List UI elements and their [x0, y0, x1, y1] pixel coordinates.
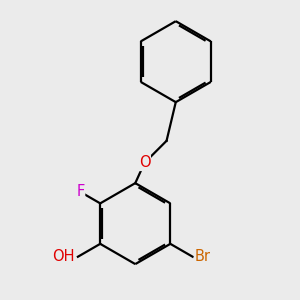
Text: OH: OH — [52, 249, 75, 264]
Text: O: O — [139, 155, 150, 170]
Text: F: F — [76, 184, 85, 200]
Text: Br: Br — [194, 249, 211, 264]
